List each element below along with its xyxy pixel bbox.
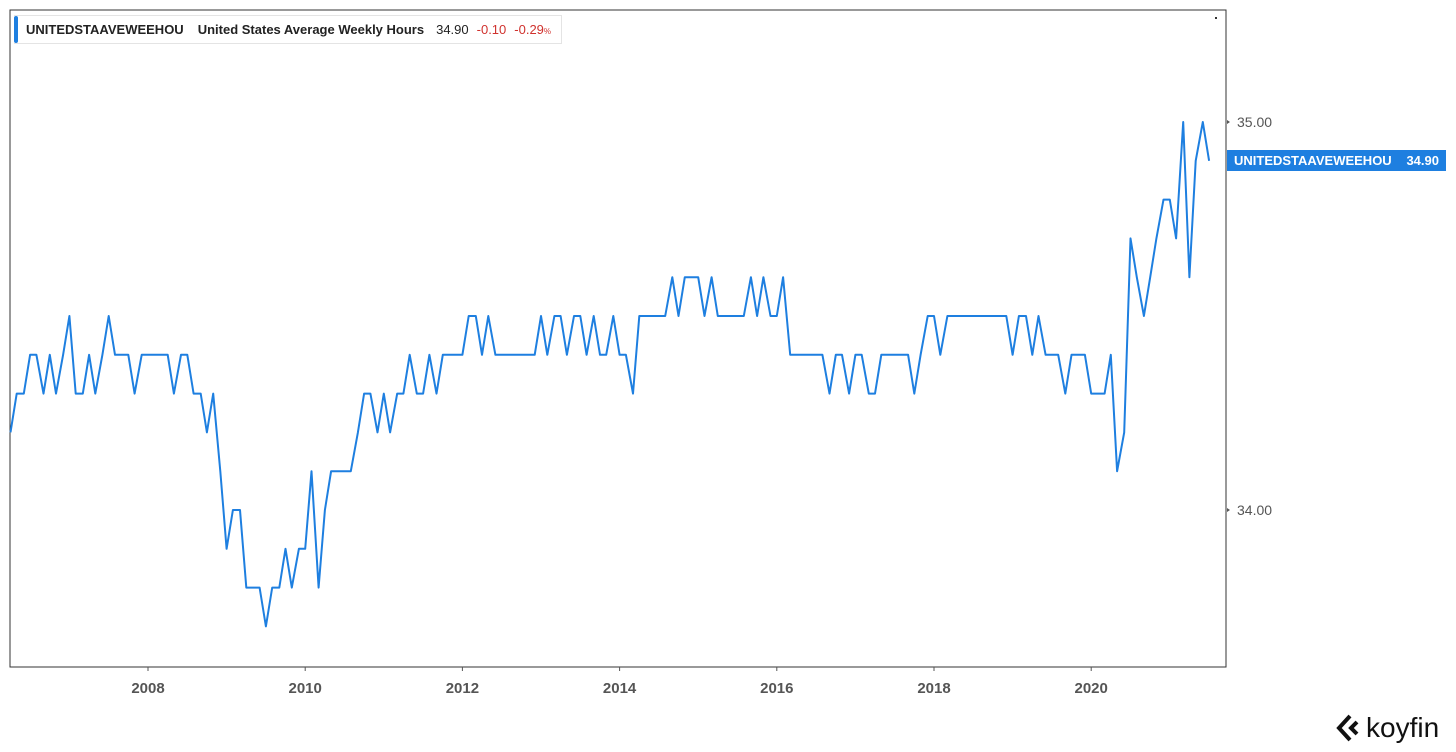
last-price-tag: UNITEDSTAAVEWEEHOU 34.90 — [1227, 150, 1446, 171]
x-tick-label: 2020 — [1075, 680, 1108, 697]
y-tick-mark — [1227, 508, 1230, 512]
y-tick-mark — [1227, 120, 1230, 124]
x-axis: 2008 2010 2012 2014 2016 2018 2020 — [131, 667, 1108, 697]
x-tick-label: 2018 — [917, 680, 950, 697]
series-line-unitedstaaveweehou — [9, 121, 1211, 628]
legend-change-pct-value: -0.29 — [514, 22, 544, 37]
legend-pct-unit: % — [543, 27, 552, 36]
series-group — [9, 121, 1211, 628]
legend-last-value: 34.90 — [436, 22, 469, 37]
x-tick-label: 2008 — [131, 680, 164, 697]
y-tick-label: 35.00 — [1237, 114, 1272, 130]
y-tick-label: 34.00 — [1237, 502, 1272, 518]
legend-change: -0.10 — [476, 22, 507, 37]
y-axis: 34.00 35.00 — [1227, 114, 1272, 518]
legend-series-name: United States Average Weekly Hours — [197, 22, 425, 37]
plot-frame — [9, 9, 1227, 668]
price-tag-ticker: UNITEDSTAAVEWEEHOU — [1234, 153, 1392, 168]
price-tag-value: 34.90 — [1406, 153, 1439, 168]
legend-ticker: UNITEDSTAAVEWEEHOU — [26, 22, 184, 37]
legend-change-pct: -0.29% — [514, 22, 551, 37]
koyfin-logo: koyfin — [1334, 708, 1439, 748]
corner-marker — [1215, 17, 1217, 19]
koyfin-chevron-icon — [1336, 714, 1359, 742]
x-tick-label: 2012 — [446, 680, 479, 697]
x-tick-label: 2010 — [289, 680, 322, 697]
series-color-swatch — [14, 16, 18, 43]
logo-wordmark: koyfin — [1366, 712, 1440, 743]
x-tick-label: 2016 — [760, 680, 793, 697]
x-tick-label: 2014 — [603, 680, 637, 697]
series-legend[interactable]: UNITEDSTAAVEWEEHOU United States Average… — [14, 15, 563, 44]
